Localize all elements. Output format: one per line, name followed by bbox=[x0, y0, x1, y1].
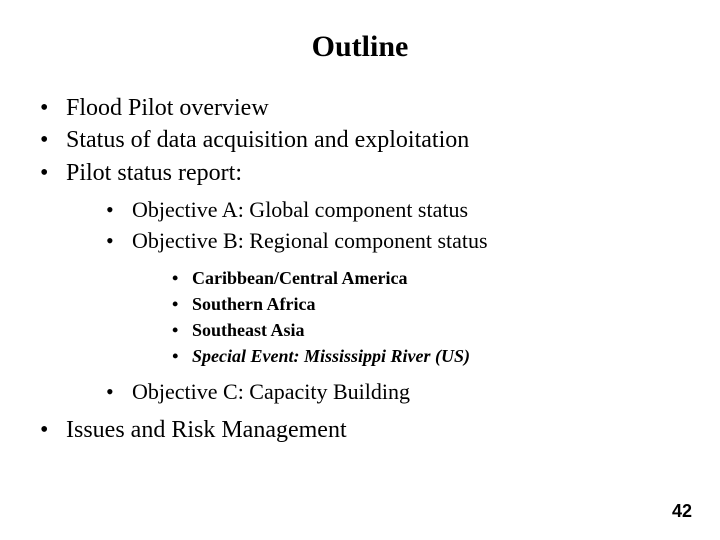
list-item: Objective B: Regional component status C… bbox=[106, 226, 690, 369]
outline-subsublist: Caribbean/Central America Southern Afric… bbox=[172, 265, 690, 369]
list-item-label: Pilot status report: bbox=[66, 160, 242, 186]
list-item: Southern Africa bbox=[172, 291, 690, 317]
outline-sublist: Objective A: Global component status Obj… bbox=[106, 195, 690, 408]
list-item: Pilot status report: Objective A: Global… bbox=[40, 157, 690, 408]
list-item: Flood Pilot overview bbox=[40, 92, 690, 124]
list-item: Caribbean/Central America bbox=[172, 265, 690, 291]
slide-title: Outline bbox=[30, 30, 690, 64]
outline-list: Flood Pilot overview Status of data acqu… bbox=[40, 92, 690, 446]
list-item: Issues and Risk Management bbox=[40, 414, 690, 446]
page-number: 42 bbox=[672, 501, 692, 522]
list-item: Objective A: Global component status bbox=[106, 195, 690, 226]
list-item: Special Event: Mississippi River (US) bbox=[172, 343, 690, 369]
list-item: Southeast Asia bbox=[172, 317, 690, 343]
list-item-label: Objective B: Regional component status bbox=[132, 228, 488, 253]
list-item: Status of data acquisition and exploitat… bbox=[40, 124, 690, 156]
list-item: Objective C: Capacity Building bbox=[106, 377, 690, 408]
